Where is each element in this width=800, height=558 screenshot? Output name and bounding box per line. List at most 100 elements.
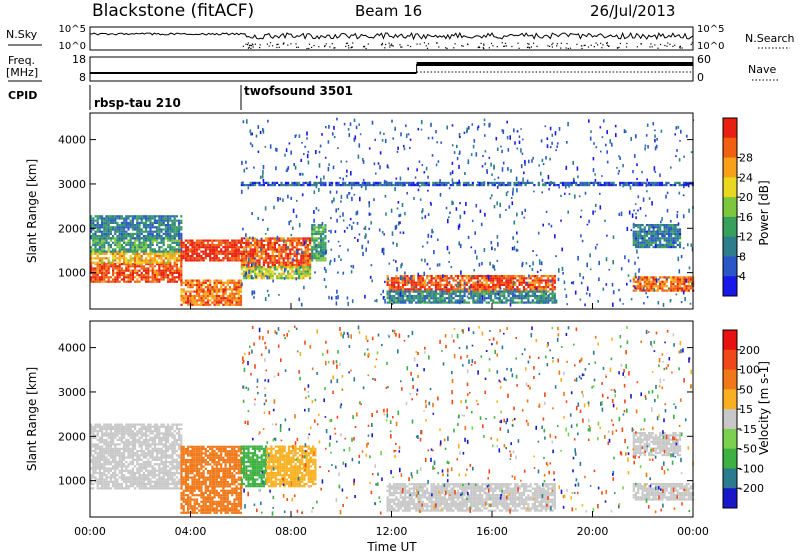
data-cell — [646, 290, 648, 292]
data-cell — [313, 242, 315, 244]
data-cell — [101, 237, 103, 239]
data-cell — [505, 297, 507, 299]
data-cell — [411, 282, 413, 284]
data-cell — [683, 285, 685, 287]
data-cell — [121, 217, 123, 219]
scatter-point — [418, 273, 420, 277]
data-cell — [149, 220, 151, 222]
data-cell — [97, 248, 99, 250]
data-cell — [174, 248, 176, 250]
data-cell — [205, 291, 207, 293]
scatter-point — [615, 133, 617, 137]
data-cell — [413, 277, 415, 279]
data-cell — [187, 304, 189, 306]
data-cell — [200, 255, 202, 257]
data-cell — [227, 304, 229, 306]
data-cell — [132, 233, 134, 235]
data-cell — [143, 270, 145, 272]
data-cell — [276, 251, 278, 253]
noise-search-dot — [626, 46, 627, 47]
data-cell — [189, 291, 191, 293]
scatter-point — [416, 168, 418, 171]
data-cell — [227, 251, 229, 253]
scatter-point — [422, 301, 424, 303]
data-cell — [149, 281, 151, 283]
data-cell — [672, 290, 674, 292]
data-cell — [185, 282, 187, 284]
data-cell — [472, 288, 474, 290]
data-cell — [116, 222, 118, 224]
data-cell — [453, 288, 455, 290]
data-cell — [512, 286, 514, 288]
scatter-point — [347, 194, 349, 198]
scatter-point — [374, 300, 376, 302]
data-cell — [442, 302, 444, 304]
data-cell — [481, 277, 483, 279]
data-cell — [456, 182, 458, 184]
noise-search-dot — [426, 45, 427, 46]
data-cell — [196, 291, 198, 293]
data-cell — [147, 231, 149, 233]
data-cell — [294, 246, 296, 248]
data-cell — [501, 279, 503, 281]
data-cell — [523, 291, 525, 293]
data-cell — [141, 237, 143, 239]
data-cell — [265, 237, 267, 239]
data-cell — [437, 284, 439, 286]
data-cell — [653, 285, 655, 287]
data-cell — [446, 279, 448, 281]
data-cell — [183, 251, 185, 253]
data-cell — [194, 259, 196, 261]
cpid-panel: CPID rbsp-tau 210 twofsound 3501 — [8, 84, 353, 110]
data-cell — [501, 299, 503, 301]
data-cell — [461, 277, 463, 279]
scatter-point — [360, 133, 362, 135]
data-cell — [642, 239, 644, 241]
data-cell — [536, 302, 538, 304]
data-cell — [398, 279, 400, 281]
data-cell — [690, 285, 692, 287]
data-cell — [486, 302, 488, 304]
data-cell — [138, 265, 140, 267]
data-cell — [94, 267, 96, 269]
data-cell — [274, 251, 276, 253]
data-cell — [316, 257, 318, 259]
data-cell — [216, 282, 218, 284]
data-cell — [214, 304, 216, 306]
scatter-point — [606, 150, 608, 153]
scatter-point — [665, 195, 667, 199]
data-cell — [241, 253, 243, 255]
data-cell — [194, 297, 196, 299]
data-cell — [205, 280, 207, 282]
data-cell — [112, 251, 114, 253]
data-cell — [238, 288, 240, 290]
data-cell — [141, 233, 143, 235]
data-cell — [481, 286, 483, 288]
scatter-point — [452, 178, 454, 182]
data-cell — [586, 184, 588, 186]
scatter-point — [359, 233, 361, 235]
data-cell — [619, 184, 621, 186]
data-cell — [479, 293, 481, 295]
data-cell — [169, 270, 171, 272]
noise-search-dot — [260, 44, 261, 45]
data-cell — [648, 237, 650, 239]
data-cell — [322, 231, 324, 233]
data-cell — [439, 288, 441, 290]
data-cell — [683, 279, 685, 281]
scatter-point — [458, 225, 460, 230]
data-cell — [149, 255, 151, 257]
data-cell — [318, 246, 320, 248]
data-cell — [545, 275, 547, 277]
data-cell — [389, 293, 391, 295]
data-cell — [114, 220, 116, 222]
data-cell — [497, 302, 499, 304]
data-cell — [479, 284, 481, 286]
data-cell — [245, 184, 247, 186]
noise-search-dot — [382, 43, 383, 44]
data-cell — [125, 276, 127, 278]
noise-search-dot — [596, 43, 597, 44]
data-cell — [243, 262, 245, 264]
data-cell — [417, 297, 419, 299]
data-cell — [422, 291, 424, 293]
